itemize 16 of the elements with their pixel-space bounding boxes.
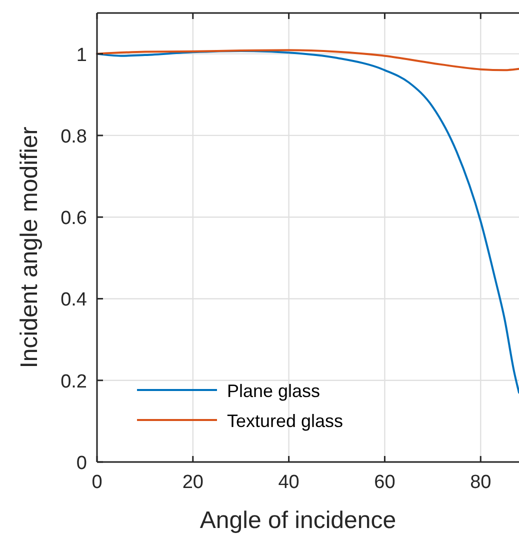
x-tick-label: 80 (470, 472, 492, 493)
y-tick-label: 0 (76, 453, 87, 474)
y-tick-label: 0.4 (60, 290, 88, 311)
y-tick-label: 1 (76, 44, 87, 66)
x-tick-label: 0 (92, 472, 102, 493)
y-tick-label: 0.6 (60, 208, 87, 230)
legend-label: Plane glass (227, 381, 320, 401)
x-tick-label: 20 (182, 472, 204, 493)
y-tick-label: 0.8 (60, 126, 87, 148)
legend-label: Textured glass (227, 411, 344, 431)
x-tick-label: 60 (374, 472, 396, 493)
x-tick-label: 40 (278, 472, 300, 493)
y-axis-title: Incident angle modifier (16, 126, 43, 368)
line-series (96, 49, 519, 72)
x-axis-title: Angle of incidence (200, 507, 396, 534)
y-tick-label: 0.2 (60, 371, 87, 392)
